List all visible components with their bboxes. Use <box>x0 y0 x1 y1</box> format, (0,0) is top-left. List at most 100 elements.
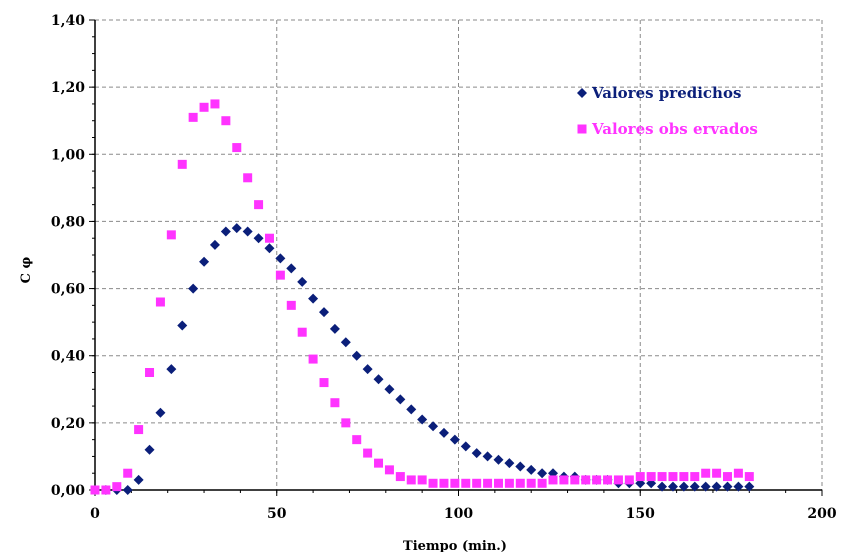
data-point-observado <box>297 327 307 337</box>
data-point-observado <box>646 472 656 482</box>
data-point-observado <box>690 472 700 482</box>
data-point-predicho <box>155 407 166 418</box>
y-tick-label: 1,20 <box>51 80 85 96</box>
data-point-predicho <box>384 384 395 395</box>
data-point-predicho <box>667 481 678 492</box>
data-point-predicho <box>678 481 689 492</box>
data-point-predicho <box>406 404 417 415</box>
data-point-observado <box>330 398 340 408</box>
data-point-observado <box>145 368 155 377</box>
data-point-predicho <box>395 394 406 405</box>
data-point-predicho <box>231 223 242 234</box>
data-point-predicho <box>264 243 275 254</box>
gridlines <box>95 19 823 490</box>
data-point-observado <box>712 468 722 478</box>
y-tick-label: 0,20 <box>51 416 85 432</box>
data-point-predicho <box>329 323 340 334</box>
data-point-predicho <box>449 434 460 445</box>
data-point-predicho <box>220 226 231 237</box>
data-point-predicho <box>689 481 700 492</box>
axes <box>89 19 823 496</box>
data-point-observado <box>90 485 100 495</box>
data-point-observado <box>722 472 732 482</box>
data-point-observado <box>559 475 569 485</box>
data-point-predicho <box>209 239 220 250</box>
data-point-observado <box>177 159 187 169</box>
data-point-predicho <box>493 454 504 465</box>
data-point-predicho <box>319 307 330 318</box>
data-point-predicho <box>515 461 526 472</box>
data-point-observado <box>221 116 231 126</box>
y-tick-label: 0,00 <box>51 483 85 499</box>
data-point-predicho <box>362 364 373 375</box>
data-point-observado <box>275 270 285 280</box>
data-point-observado <box>112 482 122 492</box>
y-tick-label: 0,40 <box>51 349 85 365</box>
data-point-observado <box>134 425 144 435</box>
legend-marker-observados <box>577 124 587 134</box>
data-point-predicho <box>373 374 384 385</box>
data-point-observado <box>581 475 591 485</box>
data-point-predicho <box>199 256 210 267</box>
data-point-observado <box>319 378 329 388</box>
data-point-observado <box>374 458 384 468</box>
data-point-observado <box>352 435 362 445</box>
data-point-predicho <box>428 421 439 432</box>
data-point-predicho <box>700 481 711 492</box>
data-point-observado <box>613 475 623 485</box>
x-tick-label: 100 <box>444 506 473 522</box>
data-point-observado <box>341 418 351 428</box>
y-tick-label: 0,80 <box>51 214 85 230</box>
data-point-observado <box>537 478 547 488</box>
data-point-observado <box>624 475 634 485</box>
y-tick-label: 1,40 <box>51 13 85 29</box>
data-point-predicho <box>504 458 515 469</box>
series-observados <box>90 99 754 495</box>
data-point-predicho <box>340 337 351 348</box>
data-point-predicho <box>482 451 493 462</box>
data-point-predicho <box>351 350 362 361</box>
data-point-observado <box>363 448 373 458</box>
data-point-predicho <box>122 485 133 495</box>
data-point-observado <box>155 297 165 307</box>
data-point-observado <box>406 475 416 485</box>
data-series <box>90 99 755 495</box>
data-point-observado <box>439 478 449 488</box>
data-point-observado <box>428 478 438 488</box>
data-point-predicho <box>711 481 722 492</box>
data-point-predicho <box>297 276 308 287</box>
data-point-observado <box>493 478 503 488</box>
data-point-predicho <box>308 293 319 304</box>
data-point-observado <box>603 475 613 485</box>
data-point-observado <box>101 485 111 495</box>
data-point-predicho <box>537 468 548 479</box>
legend-label-predichos: Valores predichos <box>591 84 741 102</box>
data-point-predicho <box>242 226 253 237</box>
data-point-observado <box>733 468 743 478</box>
legend-label-observados: Valores obs ervados <box>591 120 758 138</box>
data-point-predicho <box>417 414 428 425</box>
data-point-predicho <box>438 427 449 438</box>
data-point-observado <box>548 475 558 485</box>
data-point-predicho <box>177 320 188 331</box>
x-axis-title: Tiempo (min.) <box>403 539 507 552</box>
y-tick-label: 0,60 <box>51 282 85 298</box>
data-point-observado <box>526 478 536 488</box>
data-point-predicho <box>733 481 744 492</box>
data-point-observado <box>264 233 274 243</box>
data-point-predicho <box>526 464 537 475</box>
data-point-observado <box>679 472 689 482</box>
data-point-observado <box>657 472 667 482</box>
data-point-observado <box>701 468 711 478</box>
data-point-observado <box>286 300 296 310</box>
data-point-observado <box>243 173 253 183</box>
data-point-observado <box>592 475 602 485</box>
data-point-predicho <box>657 481 668 492</box>
data-point-observado <box>188 112 198 122</box>
data-point-predicho <box>744 481 755 492</box>
data-point-predicho <box>253 233 264 244</box>
x-tick-label: 200 <box>807 506 836 522</box>
data-point-predicho <box>188 283 199 294</box>
